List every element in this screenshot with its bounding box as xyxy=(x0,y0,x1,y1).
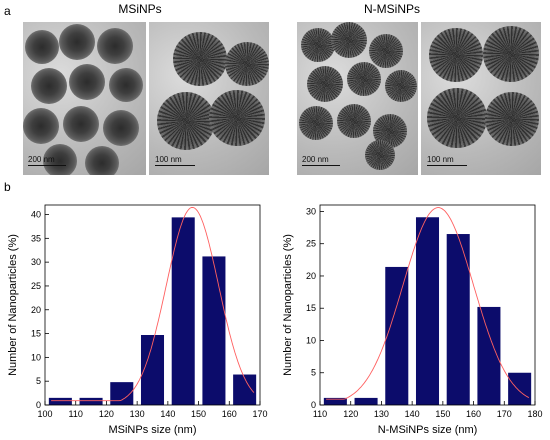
scale-bar-right-2: 100 nm xyxy=(427,155,467,166)
nmsinps-size-histogram: 110 120 130 140 150 160 170 180 0 5 10 15 20 25 30 N-MS… xyxy=(282,204,543,436)
nmsinps-image-title: N-MSiNPs xyxy=(364,2,420,16)
y-tick-label: 20 xyxy=(31,305,41,315)
gaussian-fit-curve xyxy=(326,207,530,400)
histogram-bar xyxy=(415,217,440,405)
histogram-bar xyxy=(354,397,378,405)
panel-b-label: b xyxy=(4,180,11,194)
x-tick-label: 120 xyxy=(343,409,358,419)
y-tick-label: 0 xyxy=(36,400,41,410)
x-tick-label: 160 xyxy=(222,409,237,419)
y-tick-label: 10 xyxy=(31,352,41,362)
histogram-bar xyxy=(323,397,347,405)
x-tick-label: 110 xyxy=(69,409,83,419)
histogram-bar xyxy=(48,397,72,405)
histogram-bar xyxy=(477,306,501,405)
histogram-bar xyxy=(385,266,409,405)
y-tick-label: 15 xyxy=(31,329,41,339)
x-tick-label: 130 xyxy=(374,409,389,419)
y-tick-label: 10 xyxy=(306,335,316,345)
y-axis-label: Number of Nanoparticles (%) xyxy=(282,234,294,376)
x-tick-label: 100 xyxy=(37,409,52,419)
plot-frame xyxy=(44,204,261,406)
scale-label: 100 nm xyxy=(155,155,182,164)
gaussian-fit-curve xyxy=(51,206,255,402)
y-tick-label: 35 xyxy=(31,233,41,243)
x-tick-label: 110 xyxy=(313,409,327,419)
y-tick-label: 5 xyxy=(36,376,41,386)
panel-a-label: a xyxy=(4,4,11,18)
x-axis-label: MSiNPs size (nm) xyxy=(108,424,196,436)
y-tick-label: 25 xyxy=(31,281,41,291)
scale-bar-left-1: 200 nm xyxy=(28,155,66,166)
x-tick-label: 160 xyxy=(466,409,481,419)
histogram-bar xyxy=(171,217,195,405)
y-tick-label: 20 xyxy=(306,271,316,281)
y-tick-label: 40 xyxy=(31,210,41,220)
y-tick-label: 30 xyxy=(31,257,41,267)
x-tick-label: 140 xyxy=(160,409,175,419)
msinps-size-histogram: 100 110 120 130 140 150 160 170 0 5 10 15 20 25 30 35 40… xyxy=(7,204,268,436)
x-tick-label: 120 xyxy=(99,409,114,419)
scale-label: 100 nm xyxy=(427,155,454,164)
x-tick-label: 140 xyxy=(405,409,420,419)
msinps-tem-left: 200 nm xyxy=(23,22,146,175)
histogram-bar xyxy=(233,374,257,405)
scale-label: 200 nm xyxy=(302,155,329,164)
x-tick-label: 150 xyxy=(435,409,450,419)
nmsinps-tem-left: 200 nm xyxy=(297,22,418,175)
scale-bar-left-2: 200 nm xyxy=(302,155,340,166)
y-tick-label: 15 xyxy=(306,303,316,313)
histogram-bar xyxy=(446,234,470,405)
y-tick-label: 0 xyxy=(311,400,316,410)
x-tick-label: 170 xyxy=(497,409,512,419)
histogram-bar xyxy=(79,397,103,405)
scale-label: 200 nm xyxy=(28,155,55,164)
x-tick-label: 150 xyxy=(191,409,206,419)
histogram-bar xyxy=(508,372,532,405)
scale-bar-right-1: 100 nm xyxy=(155,155,195,166)
x-tick-label: 170 xyxy=(252,409,267,419)
msinps-image-title: MSiNPs xyxy=(118,2,162,16)
nmsinps-tem-right: 100 nm xyxy=(421,22,541,175)
histogram-bar xyxy=(110,382,134,405)
x-tick-label: 180 xyxy=(527,409,542,419)
y-tick-label: 25 xyxy=(306,239,316,249)
y-tick-label: 30 xyxy=(306,206,316,216)
plot-frame xyxy=(319,204,536,406)
y-tick-label: 5 xyxy=(311,368,316,378)
histogram-bar xyxy=(202,256,226,405)
msinps-tem-right: 100 nm xyxy=(149,22,269,175)
histogram-bar xyxy=(140,335,165,405)
y-axis-label: Number of Nanoparticles (%) xyxy=(7,234,19,376)
x-axis-label: N-MSiNPs size (nm) xyxy=(378,424,478,436)
x-tick-label: 130 xyxy=(130,409,145,419)
